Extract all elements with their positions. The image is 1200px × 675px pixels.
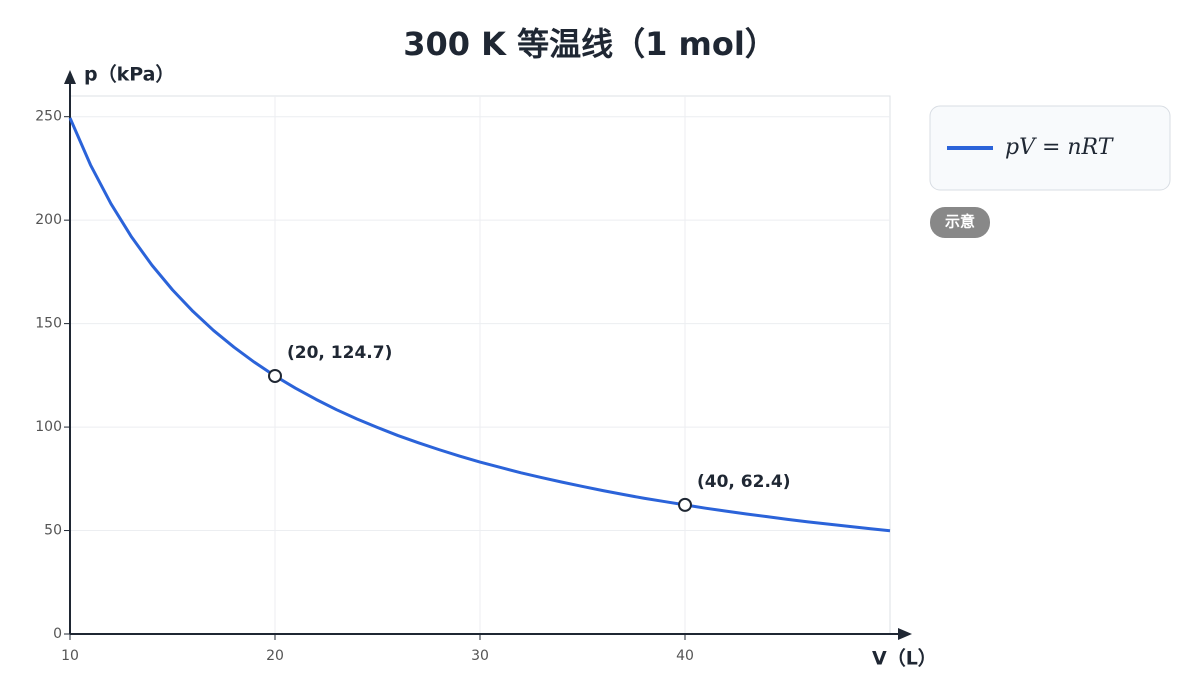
x-tick-label: 40 — [676, 648, 694, 664]
y-axis-label: p（kPa） — [84, 63, 174, 86]
x-tick-label: 20 — [266, 648, 284, 664]
y-tick-label: 150 — [35, 316, 62, 332]
series-line — [68, 117, 891, 533]
legend-label: pV = nRT — [1005, 135, 1115, 160]
y-tick-label: 250 — [35, 109, 62, 125]
y-axis-arrow — [64, 70, 76, 84]
point-marker — [678, 497, 692, 512]
legend-box — [929, 105, 1171, 191]
badge — [930, 207, 990, 238]
y-tick-label: 0 — [53, 626, 62, 642]
y-tick-label: 100 — [35, 419, 62, 435]
badge-text: 示意 — [945, 213, 975, 231]
x-axis-arrow — [898, 628, 912, 640]
y-tick-label: 50 — [44, 523, 62, 539]
x-tick-label: 30 — [471, 648, 489, 664]
x-axis-label: V（L） — [872, 647, 937, 670]
point-marker — [268, 368, 282, 383]
point-label: (20, 124.7) — [287, 343, 392, 363]
point-label: (40, 62.4) — [697, 472, 791, 492]
y-tick-label: 200 — [35, 212, 62, 228]
x-tick-label: 10 — [61, 648, 79, 664]
chart-title: 300 K 等温线（1 mol） — [403, 25, 777, 63]
